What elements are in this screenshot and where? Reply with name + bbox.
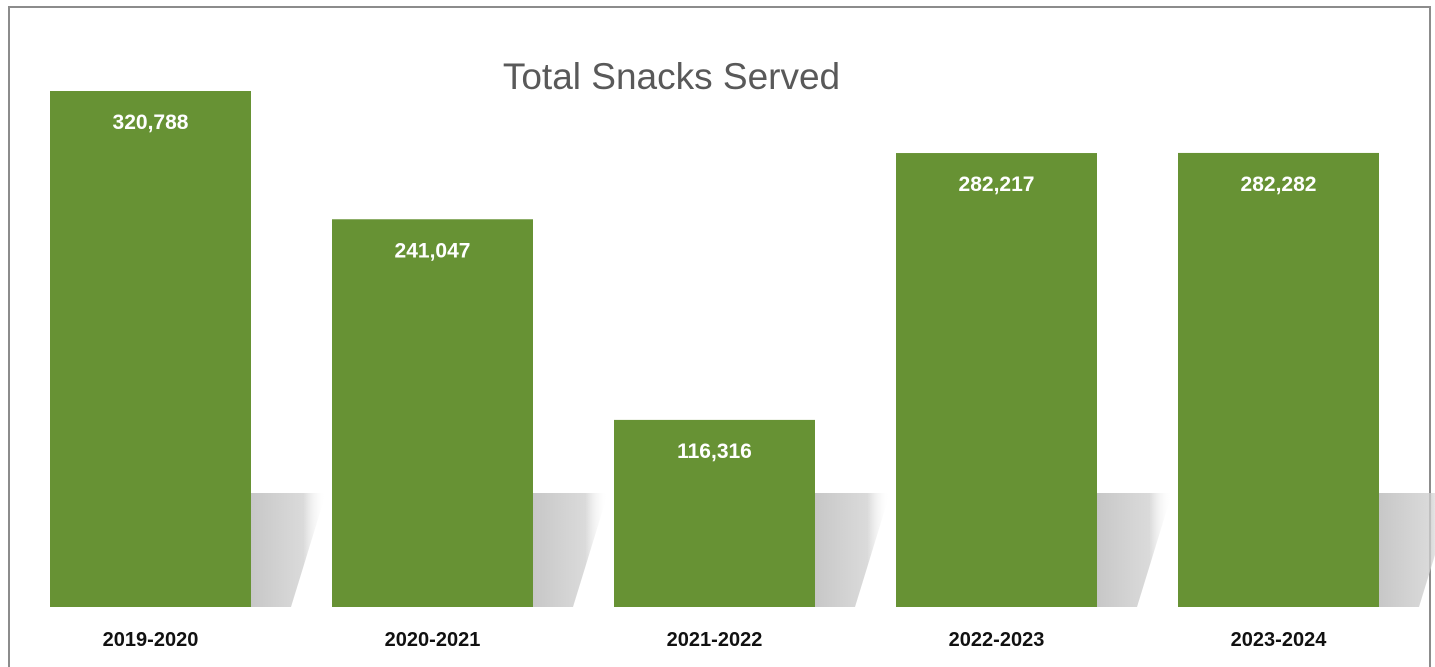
data-label: 241,047: [395, 239, 471, 262]
x-tick-label: 2020-2021: [385, 629, 481, 651]
bar-2022-2023: [896, 153, 1097, 607]
data-label: 282,282: [1241, 173, 1317, 196]
category-tick-labels: 2019-2020 2020-2021 2021-2022 2022-2023 2023…: [103, 629, 1328, 651]
bar-shadow: [815, 493, 890, 607]
bar-labels: 320,788 241,047 116,316 282,217 282,282: [113, 111, 1317, 463]
data-label: 320,788: [113, 111, 189, 134]
x-tick-label: 2021-2022: [667, 629, 763, 651]
bar-shadow: [1097, 493, 1172, 607]
bar-shadows: [251, 493, 1435, 607]
bar-2021-2022: [614, 419, 815, 607]
bar-2020-2021: [332, 219, 533, 607]
x-tick-label: 2023-2024: [1231, 629, 1328, 651]
data-label: 282,217: [959, 173, 1035, 196]
bar-shadow: [1379, 493, 1435, 607]
data-label: 116,316: [677, 440, 752, 463]
x-tick-label: 2022-2023: [949, 629, 1045, 651]
chart-title: Total Snacks Served: [502, 56, 841, 97]
bar-shadow: [533, 493, 608, 607]
bars: [50, 91, 1379, 607]
x-tick-label: 2019-2020: [103, 629, 199, 651]
bar-2023-2024: [1178, 152, 1379, 607]
bar-2019-2020: [50, 91, 251, 607]
bar-shadow: [251, 493, 326, 607]
